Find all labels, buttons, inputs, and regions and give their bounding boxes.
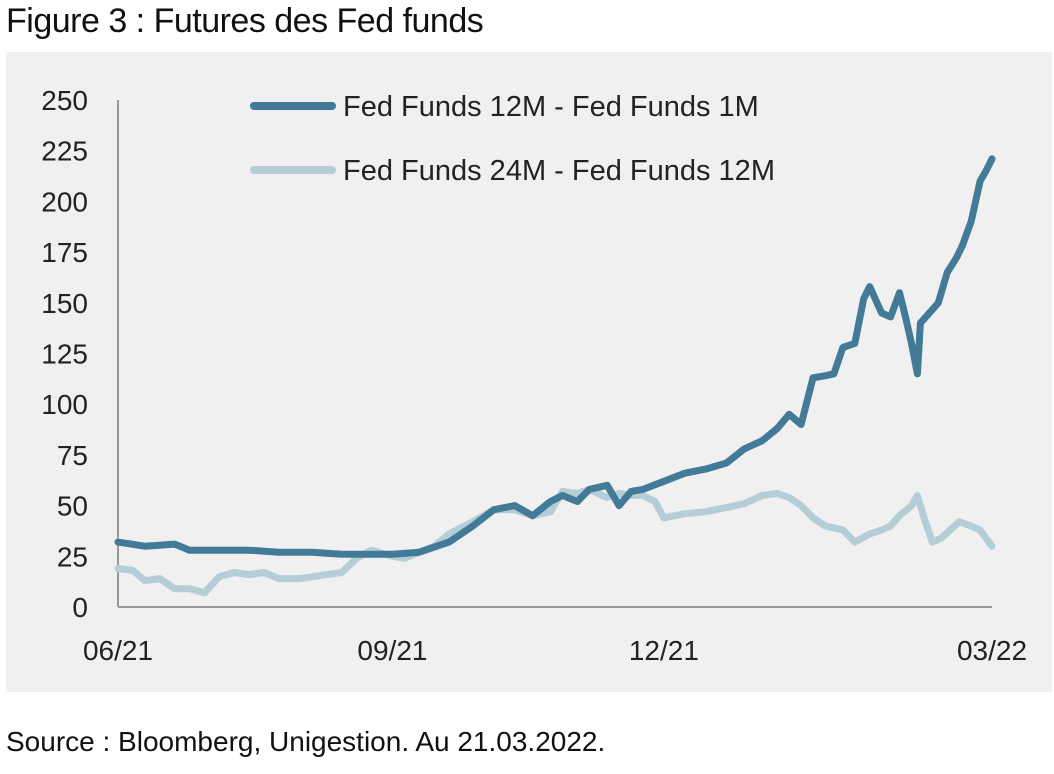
- figure-title: Figure 3 : Futures des Fed funds: [6, 2, 484, 40]
- y-tick-label: 50: [57, 491, 88, 522]
- x-tick-label: 12/21: [629, 635, 699, 666]
- y-tick-label: 175: [41, 237, 88, 268]
- x-axis-ticks: 06/21 09/21 12/21 03/22: [83, 635, 1027, 666]
- x-tick-label: 06/21: [83, 635, 153, 666]
- y-tick-label: 150: [41, 288, 88, 319]
- y-tick-label: 125: [41, 339, 88, 370]
- x-tick-label: 09/21: [357, 635, 427, 666]
- y-tick-label: 200: [41, 186, 88, 217]
- x-tick-label: 03/22: [957, 635, 1027, 666]
- source-note: Source : Bloomberg, Unigestion. Au 21.03…: [6, 726, 606, 757]
- series-layer: [114, 155, 996, 597]
- series-line-24m-12m: [114, 485, 996, 597]
- y-tick-label: 100: [41, 389, 88, 420]
- legend-label: Fed Funds 12M - Fed Funds 1M: [343, 91, 759, 123]
- y-tick-label: 225: [41, 136, 88, 167]
- legend-label: Fed Funds 24M - Fed Funds 12M: [343, 155, 775, 187]
- y-tick-label: 75: [57, 440, 88, 471]
- line-chart: 0 25 50 75 100 125 150 175 200 225 250 06/21 09/21 1…: [41, 85, 1027, 666]
- chart-legend: Fed Funds 12M - Fed Funds 1M Fed Funds 24…: [250, 91, 775, 187]
- y-tick-label: 25: [57, 541, 88, 572]
- axes: [117, 100, 992, 608]
- y-axis-ticks: 0 25 50 75 100 125 150 175 200 225 250: [41, 85, 88, 623]
- y-tick-label: 250: [41, 85, 88, 116]
- series-line-12m-1m: [114, 155, 996, 558]
- y-tick-label: 0: [72, 592, 88, 623]
